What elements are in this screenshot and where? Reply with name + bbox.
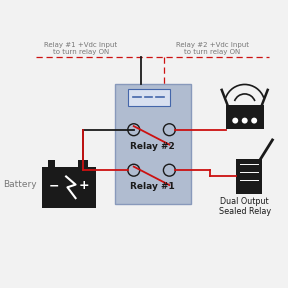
FancyBboxPatch shape	[42, 167, 96, 208]
Text: +: +	[79, 179, 89, 192]
Text: −: −	[48, 179, 59, 192]
FancyBboxPatch shape	[78, 160, 88, 167]
Text: Relay #1: Relay #1	[130, 182, 175, 191]
FancyBboxPatch shape	[226, 105, 264, 129]
Text: Relay #2: Relay #2	[130, 142, 175, 151]
FancyBboxPatch shape	[115, 84, 191, 204]
Circle shape	[251, 118, 257, 124]
Circle shape	[242, 118, 248, 124]
Text: Relay #1 +Vdc Input
to turn relay ON: Relay #1 +Vdc Input to turn relay ON	[44, 42, 118, 55]
FancyBboxPatch shape	[48, 160, 55, 167]
Circle shape	[232, 118, 238, 124]
Text: Relay #2 +Vdc Input
to turn relay ON: Relay #2 +Vdc Input to turn relay ON	[176, 42, 249, 55]
Text: Dual Output
Sealed Relay: Dual Output Sealed Relay	[219, 197, 271, 216]
FancyBboxPatch shape	[236, 159, 262, 194]
FancyBboxPatch shape	[128, 88, 170, 106]
Text: Battery: Battery	[3, 180, 36, 189]
